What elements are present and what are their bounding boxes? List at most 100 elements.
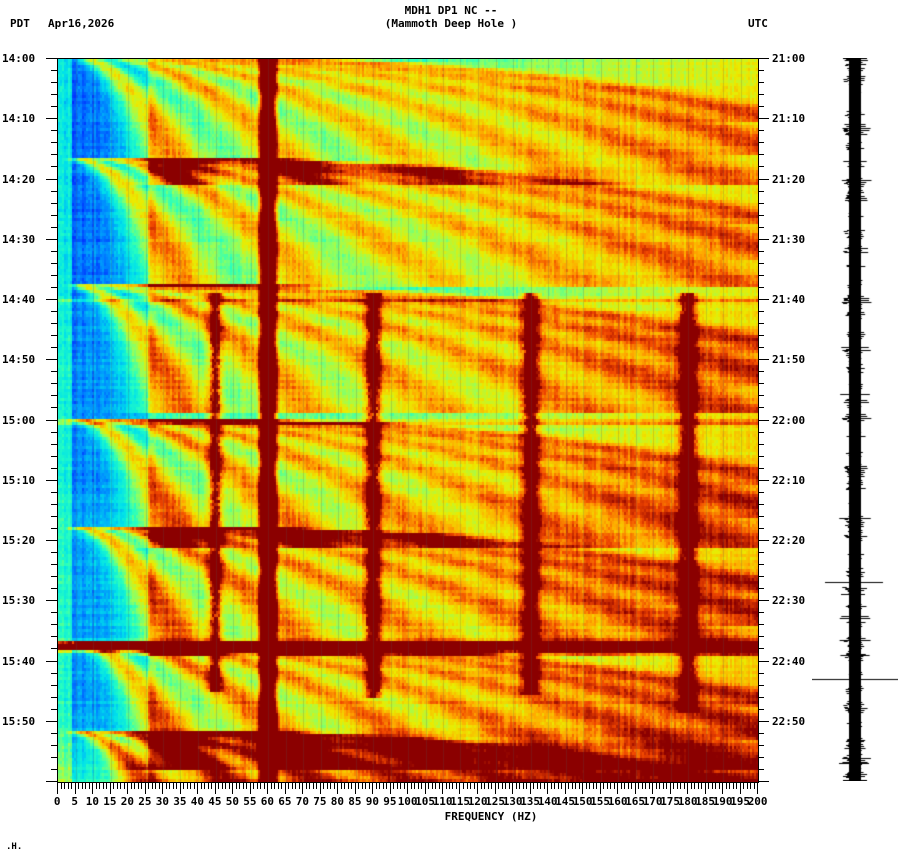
- tick-major-x: [215, 783, 216, 794]
- tick-minor-x: [78, 783, 79, 789]
- tick-minor-x: [218, 783, 219, 789]
- tick-major-x: [652, 783, 653, 794]
- tick-minor-x: [593, 783, 594, 789]
- time-label-left: 14:30: [2, 232, 36, 246]
- time-label-right: 21:20: [772, 172, 806, 186]
- tick-minor-x: [148, 783, 149, 789]
- tick-major-x: [495, 783, 496, 794]
- tick-minor-x: [348, 783, 349, 789]
- frequency-tick-label: 120: [467, 795, 488, 808]
- tick-minor-x: [677, 783, 678, 789]
- tick-minor-x: [509, 783, 510, 789]
- tick-minor-x: [264, 783, 265, 789]
- tick-minor-x: [638, 783, 639, 789]
- tick-minor-x: [281, 783, 282, 789]
- tick-major-left: [46, 480, 57, 481]
- frequency-tick-label: 150: [572, 795, 593, 808]
- tick-minor-x: [526, 783, 527, 789]
- tick-major-right: [758, 781, 769, 782]
- tick-minor-x: [376, 783, 377, 789]
- tick-major-x: [302, 783, 303, 794]
- tick-minor-x: [124, 783, 125, 789]
- tick-major-left: [46, 781, 57, 782]
- tick-major-right: [758, 721, 769, 722]
- tick-major-right: [758, 540, 769, 541]
- frequency-tick-label: 145: [555, 795, 576, 808]
- tick-minor-x: [316, 783, 317, 789]
- tick-minor-x: [229, 783, 230, 789]
- tick-minor-x: [173, 783, 174, 789]
- tick-major-left: [46, 118, 57, 119]
- tick-minor-x: [71, 783, 72, 789]
- tick-minor-x: [421, 783, 422, 789]
- tick-minor-x: [341, 783, 342, 789]
- tick-minor-x: [334, 783, 335, 789]
- time-label-right: 22:40: [772, 654, 806, 668]
- tick-minor-x: [113, 783, 114, 789]
- tick-minor-x: [362, 783, 363, 789]
- tick-minor-x: [537, 783, 538, 789]
- tick-minor-x: [523, 783, 524, 789]
- time-label-right: 21:50: [772, 353, 806, 367]
- tick-major-x: [127, 783, 128, 794]
- tick-minor-x: [292, 783, 293, 789]
- timezone-label-right: UTC: [748, 17, 768, 30]
- tick-minor-x: [726, 783, 727, 789]
- tick-major-x: [617, 783, 618, 794]
- tick-major-x: [407, 783, 408, 794]
- tick-major-x: [635, 783, 636, 794]
- tick-major-x: [740, 783, 741, 794]
- tick-minor-x: [155, 783, 156, 789]
- timezone-label-left: PDT: [10, 17, 30, 30]
- tick-minor-x: [449, 783, 450, 789]
- frequency-tick-label: 50: [225, 795, 240, 808]
- frequency-tick-label: 195: [730, 795, 751, 808]
- tick-minor-x: [614, 783, 615, 789]
- time-label-right: 22:50: [772, 714, 806, 728]
- tick-major-x: [232, 783, 233, 794]
- tick-minor-x: [208, 783, 209, 789]
- time-label-left: 15:20: [2, 534, 36, 547]
- time-label-left: 14:40: [2, 293, 36, 306]
- frequency-tick-label: 20: [120, 795, 135, 808]
- tick-minor-x: [589, 783, 590, 789]
- tick-minor-x: [452, 783, 453, 789]
- tick-minor-x: [253, 783, 254, 789]
- frequency-tick-label: 135: [520, 795, 541, 808]
- tick-minor-x: [631, 783, 632, 789]
- tick-minor-x: [61, 783, 62, 789]
- time-label-right: 21:00: [772, 52, 806, 65]
- tick-minor-x: [120, 783, 121, 789]
- tick-minor-x: [414, 783, 415, 789]
- spectrogram-plot: [57, 58, 759, 783]
- tick-major-right: [758, 239, 769, 240]
- tick-minor-x: [379, 783, 380, 789]
- tick-major-x: [512, 783, 513, 794]
- tick-major-x: [145, 783, 146, 794]
- frequency-tick-label: 75: [313, 795, 327, 808]
- tick-minor-x: [754, 783, 755, 789]
- page-subtitle: (Mammoth Deep Hole ): [384, 17, 518, 30]
- tick-minor-x: [505, 783, 506, 789]
- tick-minor-x: [715, 783, 716, 789]
- tick-minor-x: [712, 783, 713, 789]
- tick-minor-x: [610, 783, 611, 789]
- tick-major-x: [547, 783, 548, 794]
- tick-minor-x: [369, 783, 370, 789]
- tick-major-left: [46, 299, 57, 300]
- frequency-tick-label: 30: [155, 795, 170, 808]
- tick-minor-x: [243, 783, 244, 789]
- tick-minor-x: [561, 783, 562, 789]
- tick-major-right: [758, 359, 769, 360]
- tick-major-left: [46, 58, 57, 59]
- tick-major-x: [320, 783, 321, 794]
- frequency-tick-label: 5: [71, 795, 79, 808]
- tick-minor-x: [624, 783, 625, 789]
- tick-minor-x: [729, 783, 730, 789]
- time-label-left: 14:00: [2, 52, 36, 65]
- tick-minor-x: [103, 783, 104, 789]
- tick-major-x: [75, 783, 76, 794]
- tick-minor-x: [708, 783, 709, 789]
- frequency-tick-label: 185: [695, 795, 716, 808]
- tick-minor-x: [481, 783, 482, 789]
